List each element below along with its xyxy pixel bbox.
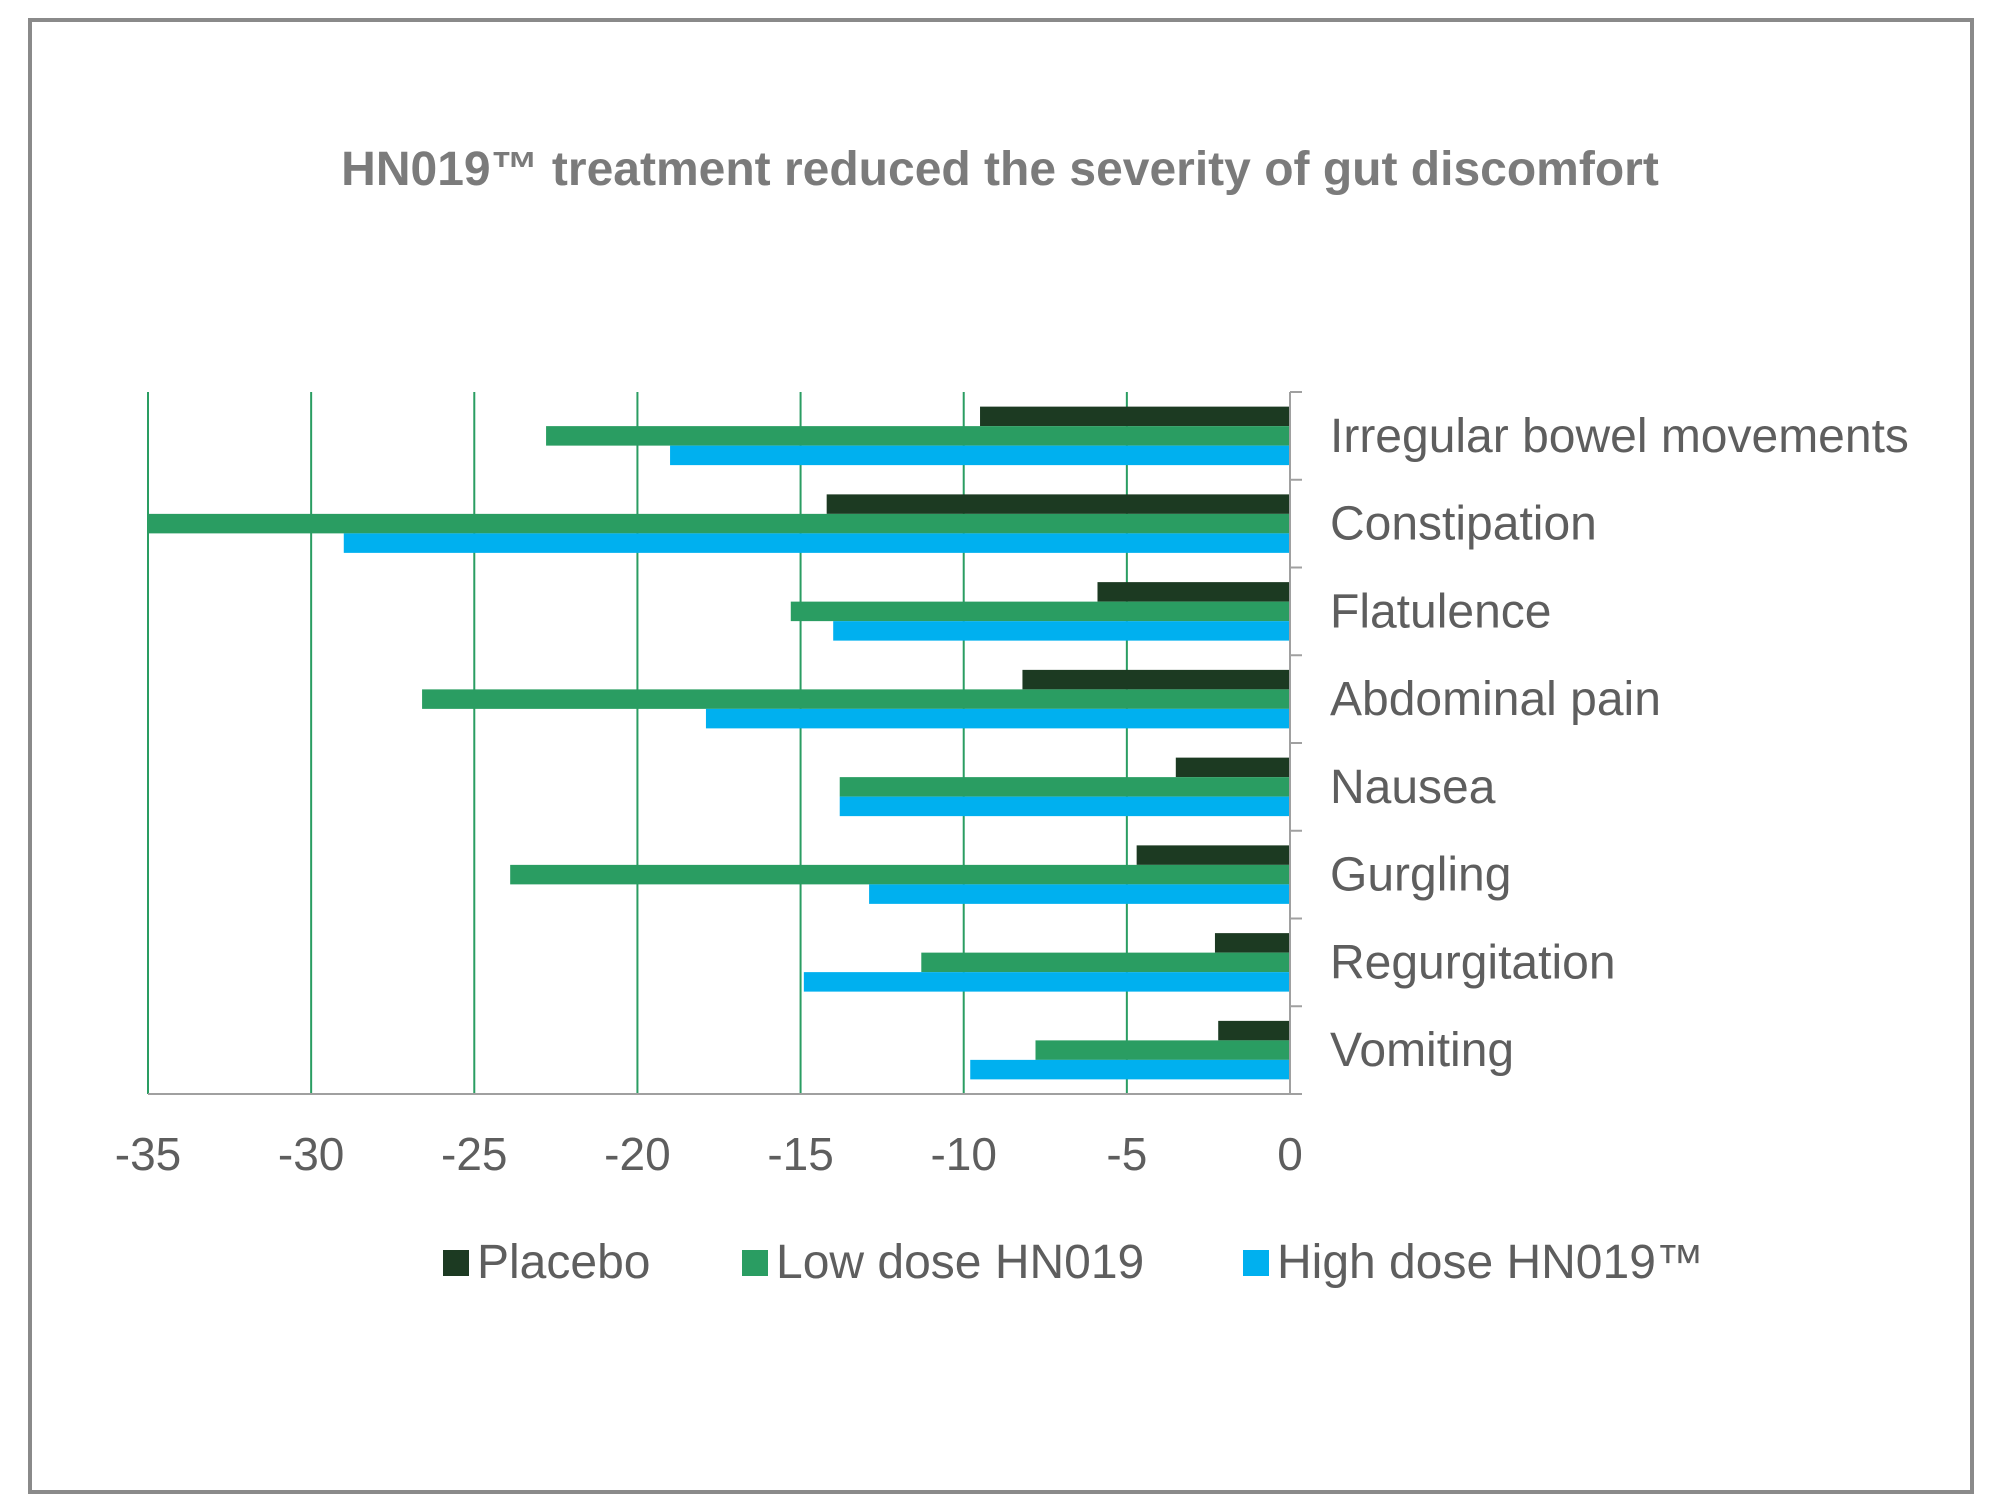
bar <box>546 426 1290 446</box>
bar <box>826 494 1290 514</box>
chart-title: HN019™ treatment reduced the severity of… <box>341 143 1659 196</box>
legend-label: Low dose HN019 <box>776 1236 1145 1289</box>
bar <box>839 777 1290 797</box>
bar <box>980 406 1290 427</box>
bar <box>833 621 1290 641</box>
bar <box>869 884 1290 904</box>
bar <box>1218 1020 1290 1041</box>
bar <box>1035 1040 1290 1060</box>
bars <box>148 406 1291 1080</box>
x-tick-label: -20 <box>604 1128 670 1180</box>
legend-label: Placebo <box>477 1236 651 1289</box>
bar <box>970 1059 1290 1080</box>
bar <box>1214 933 1290 953</box>
bar <box>1175 757 1290 778</box>
category-labels: Irregular bowel movements Constipation Fla… <box>1330 410 1909 1077</box>
bar <box>705 708 1290 729</box>
x-tick-label: -25 <box>441 1128 507 1180</box>
legend-swatch <box>443 1249 469 1276</box>
bar <box>839 796 1290 817</box>
x-tick-label: -10 <box>930 1128 996 1180</box>
chart-frame <box>28 18 1974 1494</box>
legend: Placebo Low dose HN019 High dose HN019™ <box>0 1235 2000 1305</box>
bar <box>670 445 1290 466</box>
x-tick-label: -15 <box>767 1128 833 1180</box>
bar <box>422 689 1291 709</box>
x-tick-label: -5 <box>1106 1128 1147 1180</box>
legend-swatch <box>1243 1249 1269 1276</box>
bar <box>1097 582 1290 602</box>
legend-swatch <box>742 1249 768 1276</box>
x-tick-label: -30 <box>278 1128 344 1180</box>
category-label: Abdominal pain <box>1330 673 1661 726</box>
category-label: Flatulence <box>1330 585 1551 638</box>
bar <box>148 513 1290 534</box>
x-tick-label: -35 <box>115 1128 181 1180</box>
x-tick-label: 0 <box>1277 1128 1303 1180</box>
category-label: Nausea <box>1330 761 1496 814</box>
bar <box>343 533 1290 553</box>
x-axis-ticks: -35 -30 -25 -20 -15 -10 -5 0 <box>115 1128 1303 1180</box>
category-label: Gurgling <box>1330 849 1511 902</box>
category-label: Constipation <box>1330 498 1597 551</box>
bar <box>1022 669 1290 690</box>
bar <box>790 601 1290 622</box>
legend-item: Low dose HN019 <box>742 1235 1144 1290</box>
legend-item: Placebo <box>443 1235 650 1290</box>
category-axis <box>1289 391 1302 1095</box>
legend-item: High dose HN019™ <box>1243 1235 1704 1290</box>
bar <box>1136 845 1290 865</box>
category-label: Vomiting <box>1330 1024 1514 1077</box>
bar <box>510 864 1291 885</box>
bar <box>921 952 1290 973</box>
category-label: Regurgitation <box>1330 936 1616 989</box>
category-label: Irregular bowel movements <box>1330 410 1909 463</box>
legend-label: High dose HN019™ <box>1277 1236 1704 1289</box>
bar <box>803 972 1290 992</box>
